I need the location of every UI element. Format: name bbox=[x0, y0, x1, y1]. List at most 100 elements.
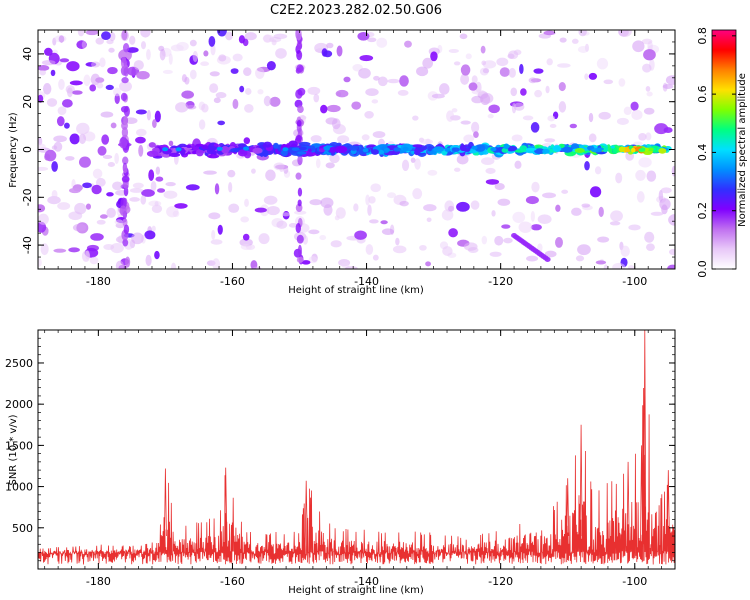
spectrogram-cell bbox=[213, 143, 219, 147]
spectrogram-cell bbox=[490, 147, 497, 152]
spectrogram-cell bbox=[273, 33, 288, 40]
spectrogram-cell bbox=[646, 91, 653, 97]
spectrogram-cell bbox=[482, 68, 490, 74]
colorbar-label: Normalized spectral amplitude bbox=[737, 73, 748, 227]
spectrogram-cell bbox=[66, 61, 80, 72]
spectrogram-cell bbox=[123, 164, 128, 174]
spectrogram-y-tick-label: 20 bbox=[21, 95, 34, 109]
spectrogram-cell bbox=[365, 88, 379, 97]
spectrogram-cell bbox=[571, 38, 579, 44]
spectrogram-cell bbox=[181, 74, 187, 83]
spectrogram-cell bbox=[140, 30, 151, 38]
spectrogram-cell bbox=[335, 89, 349, 98]
spectrogram-cell bbox=[456, 154, 469, 165]
spectrogram-cell bbox=[240, 216, 250, 223]
spectrogram-cell bbox=[209, 83, 219, 94]
spectrogram-cell bbox=[362, 148, 369, 153]
spectrogram-cell bbox=[208, 36, 216, 47]
spectrogram-cell bbox=[594, 166, 602, 175]
spectrogram-cell bbox=[618, 30, 629, 37]
spectrogram-cell bbox=[544, 256, 551, 262]
spectrogram-cell bbox=[275, 48, 287, 59]
spectrogram-cell bbox=[90, 233, 104, 241]
spectrogram-cell bbox=[635, 169, 646, 181]
spectrogram-cell bbox=[228, 181, 233, 193]
spectrogram-cell bbox=[638, 148, 646, 152]
snr-x-tick-label: -180 bbox=[86, 575, 111, 588]
spectrogram-cell bbox=[602, 146, 609, 153]
spectrogram-cell bbox=[508, 50, 519, 60]
spectrogram-cell bbox=[562, 146, 573, 153]
spectrogram-cell bbox=[537, 243, 543, 252]
spectrogram-cell bbox=[296, 120, 302, 127]
spectrogram-cell bbox=[155, 166, 161, 175]
spectrogram-cell bbox=[367, 37, 377, 43]
spectrogram-cell bbox=[512, 211, 526, 224]
spectrogram-cell bbox=[295, 172, 302, 180]
spectrogram-cell bbox=[460, 64, 471, 76]
spectrogram-cell bbox=[364, 110, 374, 119]
spectrogram-cell bbox=[296, 64, 304, 73]
spectrogram-cell bbox=[78, 133, 87, 145]
spectrogram-cell bbox=[620, 245, 630, 257]
spectrogram-cell bbox=[531, 181, 540, 193]
spectrogram-cell bbox=[616, 117, 629, 125]
spectrogram-cell bbox=[175, 147, 182, 152]
spectrogram-cell bbox=[106, 192, 114, 197]
spectrogram-cell bbox=[341, 261, 350, 269]
spectrogram-cell bbox=[175, 102, 189, 113]
spectrogram-cell bbox=[225, 31, 233, 41]
spectrogram-cell bbox=[135, 128, 147, 137]
spectrogram-cell bbox=[575, 255, 585, 262]
spectrogram-cell bbox=[115, 260, 124, 269]
spectrogram-cell bbox=[154, 201, 159, 207]
spectrogram-cell bbox=[244, 104, 254, 113]
spectrogram-cell bbox=[51, 161, 58, 172]
spectrogram-cell bbox=[628, 151, 634, 155]
spectrogram-cell bbox=[154, 250, 160, 260]
spectrogram-cell bbox=[511, 103, 517, 114]
spectrogram-cell bbox=[325, 162, 335, 169]
spectrogram-cell bbox=[91, 61, 101, 68]
spectrogram-cell bbox=[595, 260, 607, 265]
spectrogram-cell bbox=[44, 47, 53, 56]
spectrogram-cell bbox=[198, 119, 206, 130]
spectrogram-cell bbox=[645, 85, 651, 92]
spectrogram-cell bbox=[372, 254, 379, 261]
spectrogram-cell bbox=[38, 204, 46, 213]
spectrogram-cell bbox=[185, 184, 200, 191]
spectrogram-cell bbox=[294, 210, 307, 215]
spectrogram-cell bbox=[265, 169, 276, 181]
spectrogram-x-tick-label: -160 bbox=[220, 275, 245, 288]
spectrogram-cell bbox=[310, 135, 322, 143]
spectrogram-y-tick-label: 0 bbox=[21, 146, 34, 153]
snr-x-axis-label: Height of straight line (km) bbox=[288, 585, 424, 596]
spectrogram-cell bbox=[95, 177, 106, 187]
spectrogram-heatmap bbox=[38, 30, 675, 269]
spectrogram-cell bbox=[295, 30, 302, 41]
spectrogram-cell bbox=[269, 96, 281, 107]
spectrogram-cell bbox=[623, 106, 632, 116]
spectrogram-cell bbox=[85, 203, 91, 210]
spectrogram-cell bbox=[263, 95, 272, 107]
spectrogram-cell bbox=[151, 204, 163, 213]
spectrogram-cell bbox=[337, 135, 350, 144]
spectrogram-cell bbox=[146, 150, 159, 157]
spectrogram-cell bbox=[645, 243, 655, 251]
spectrogram-cell bbox=[574, 148, 585, 154]
spectrogram-cell bbox=[99, 57, 106, 68]
spectrogram-cell bbox=[671, 165, 675, 177]
spectrogram-cell bbox=[136, 71, 150, 80]
spectrogram-cell bbox=[603, 79, 614, 85]
spectrogram-cell bbox=[353, 203, 359, 212]
spectrogram-cell bbox=[57, 202, 71, 210]
spectrogram-cell bbox=[309, 199, 323, 206]
spectrogram-cell bbox=[125, 256, 131, 268]
spectrogram-cell bbox=[122, 239, 129, 247]
spectrogram-cell bbox=[295, 223, 301, 234]
spectrogram-cell bbox=[544, 138, 556, 143]
spectrogram-cell bbox=[371, 99, 379, 104]
spectrogram-cell bbox=[463, 242, 478, 251]
spectrogram-cell bbox=[41, 60, 56, 66]
spectrogram-cell bbox=[144, 230, 156, 240]
